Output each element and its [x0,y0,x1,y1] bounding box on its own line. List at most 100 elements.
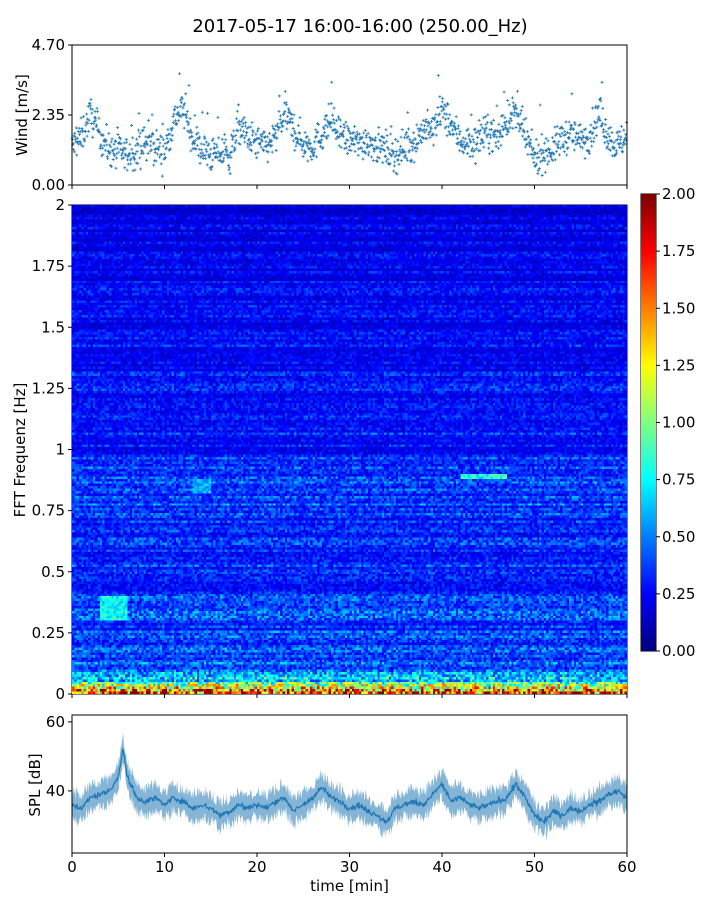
wind-point [220,137,224,141]
wind-point [379,147,383,151]
wind-point [139,167,143,171]
wind-point [112,151,116,155]
wind-point [88,104,92,108]
wind-point [540,132,544,136]
wind-point [214,151,218,155]
wind-point [374,136,378,140]
spl-x-tick-label: 0 [67,858,77,876]
wind-point [471,154,475,158]
wind-point [547,159,551,163]
wind-point [364,151,368,155]
wind-point [122,156,126,160]
wind-point [128,142,132,146]
wind-point [224,138,228,142]
wind-point [168,147,172,151]
wind-point [125,140,129,144]
wind-point [577,142,581,146]
wind-point [83,130,87,134]
wind-point [332,106,336,110]
wind-point [242,136,246,140]
wind-point [479,142,483,146]
wind-point [526,152,530,156]
wind-point [617,142,621,146]
wind-point [397,162,401,166]
wind-point [510,111,514,115]
wind-point [535,156,539,160]
wind-point [102,144,106,148]
wind-point [199,142,203,146]
wind-point [269,139,273,143]
wind-point [342,125,346,129]
wind-point [432,143,436,147]
wind-point [317,122,321,126]
wind-point [557,132,561,136]
wind-point [594,134,598,138]
wind-point [170,133,174,137]
wind-point [126,158,129,162]
wind-point [116,126,120,130]
wind-point [489,128,493,132]
wind-point [593,127,597,131]
wind-point [583,142,587,146]
wind-point [386,146,390,150]
wind-point [191,142,195,146]
wind-point [591,106,595,110]
wind-point [407,148,411,152]
wind-point [426,124,430,128]
spectrogram-x-ticks [71,694,628,698]
wind-point [525,130,529,134]
wind-point [106,149,110,153]
wind-y-tick-label: 2.35 [32,106,65,124]
wind-point [104,123,108,127]
wind-point [474,162,478,166]
wind-point [541,151,545,155]
wind-point [466,144,470,148]
wind-point [565,153,569,157]
wind-point [336,136,340,140]
wind-point [458,130,462,134]
wind-point [578,122,582,126]
wind-point [408,137,412,141]
wind-point [522,118,526,122]
wind-point [314,128,318,132]
wind-point [293,131,297,135]
wind-point [482,131,486,135]
wind-point [413,137,417,141]
wind-point [257,137,261,141]
colorbar-tick-label: 2.00 [662,185,695,203]
wind-point [590,144,594,148]
wind-point [562,150,566,154]
wind-point [460,145,464,149]
wind-point [610,131,614,135]
wind-point [270,150,274,154]
wind-point [262,130,266,134]
spectrogram-image [72,205,627,694]
spectrogram-y-label: FFT Frequenz [Hz] [11,383,29,518]
wind-point [497,146,501,150]
wind-point [282,111,286,115]
wind-point [456,127,460,131]
wind-point [265,149,269,153]
wind-point [483,115,487,119]
wind-point [266,150,270,154]
wind-point [489,136,493,140]
wind-point [337,117,341,121]
wind-point [587,149,591,153]
wind-point [95,110,99,114]
wind-point [123,166,127,170]
wind-point [400,151,404,155]
wind-point [322,127,326,131]
wind-point [306,141,310,144]
wind-point [79,116,83,120]
wind-point [517,114,521,118]
wind-point [583,156,587,160]
wind-point [518,112,522,116]
wind-point [566,131,570,135]
wind-point [137,135,141,139]
wind-point [380,135,384,139]
wind-point [448,113,452,117]
wind-point [265,144,269,148]
wind-point [571,127,575,131]
wind-point [107,131,111,135]
wind-point [115,152,119,156]
